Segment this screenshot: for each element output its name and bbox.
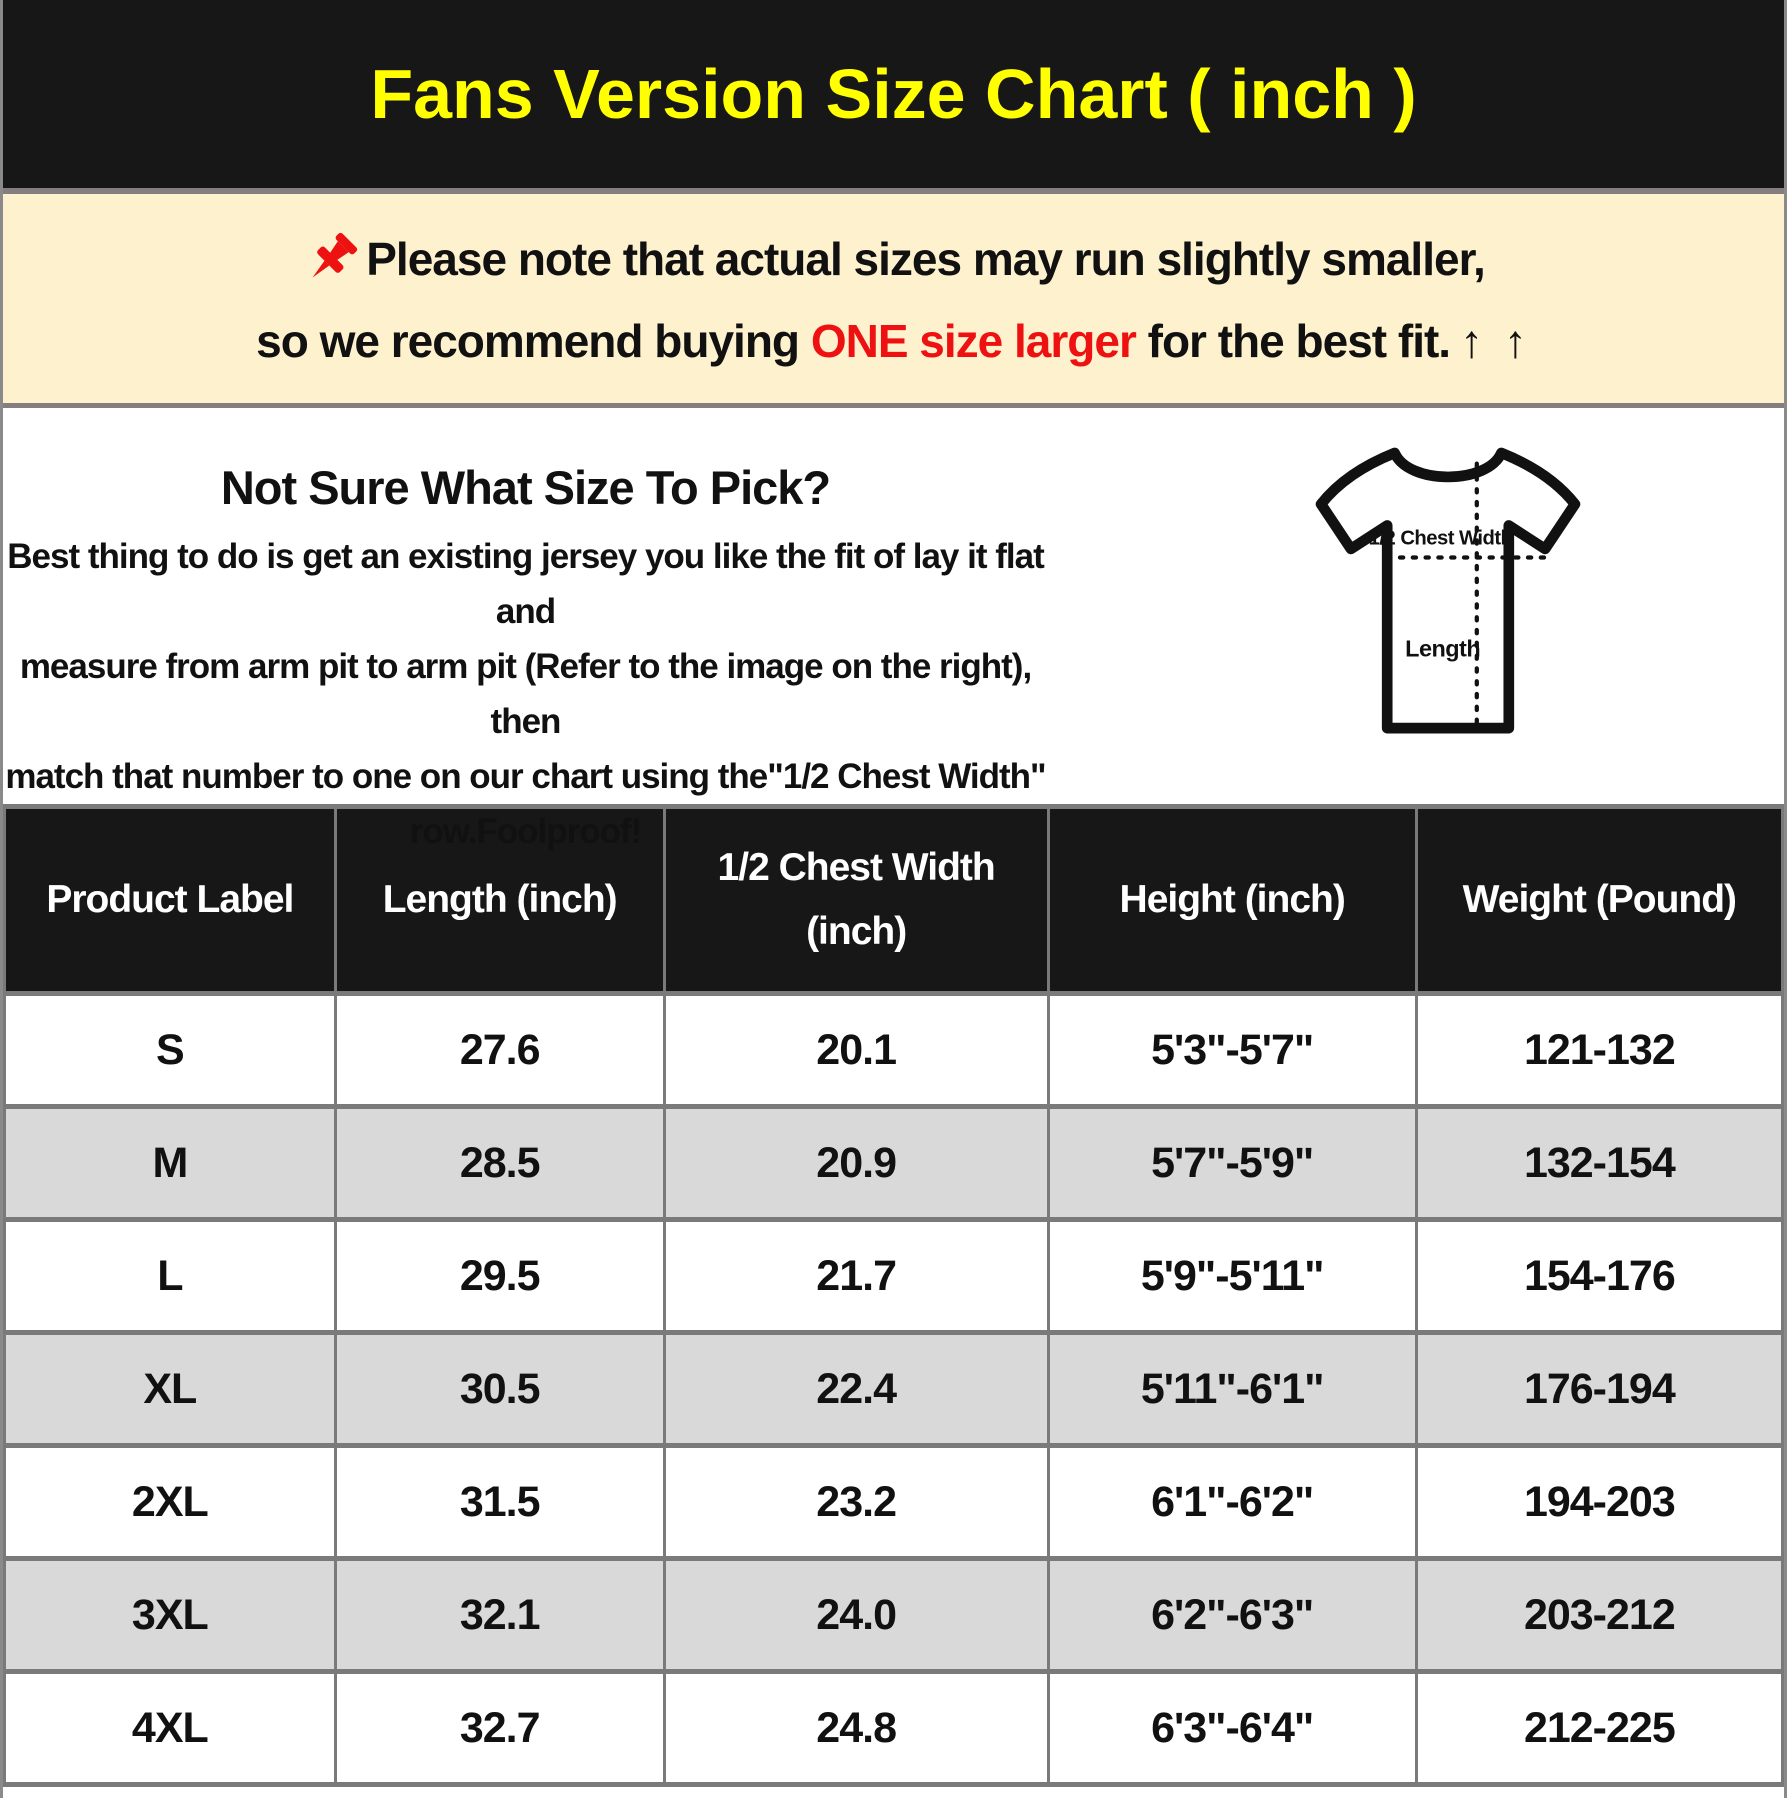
sizing-guide-section: Not Sure What Size To Pick? Best thing t…: [3, 408, 1784, 851]
product-label-cell: S: [3, 991, 337, 1109]
weight-cell: 154-176: [1414, 1217, 1784, 1335]
product-label-cell: L: [3, 1217, 337, 1335]
chest-width-cell: 24.0: [662, 1556, 1050, 1674]
height-cell: 6'1"-6'2": [1046, 1443, 1418, 1561]
guide-text-block: Not Sure What Size To Pick? Best thing t…: [3, 408, 1048, 859]
height-cell: 5'11"-6'1": [1046, 1330, 1418, 1448]
tshirt-measurement-diagram: 1/2 Chest Width Length: [1315, 447, 1581, 734]
height-cell: 6'3"-6'4": [1046, 1669, 1418, 1787]
weight-cell: 176-194: [1414, 1330, 1784, 1448]
weight-cell: 121-132: [1414, 991, 1784, 1109]
column-header-chest-width: 1/2 Chest Width (inch): [662, 804, 1050, 996]
column-header-product-label: Product Label: [3, 804, 337, 996]
chest-width-cell: 24.8: [662, 1669, 1050, 1787]
one-size-larger-highlight: ONE size larger: [810, 314, 1137, 367]
table-row-3xl: 3XL 32.1 24.0 6'2"-6'3" 203-212: [3, 1556, 1784, 1674]
weight-cell: 194-203: [1414, 1443, 1784, 1561]
column-header-length: Length (inch): [333, 804, 666, 996]
title-bar: Fans Version Size Chart ( inch ): [3, 0, 1784, 194]
column-header-weight: Weight (Pound): [1414, 804, 1784, 996]
length-cell: 31.5: [333, 1443, 666, 1561]
notice-line-1: Please note that actual sizes may run sl…: [302, 230, 1486, 288]
length-cell: 32.1: [333, 1556, 666, 1674]
notice-line-2: so we recommend buying ONE size larger f…: [256, 314, 1531, 368]
notice-banner: Please note that actual sizes may run sl…: [3, 194, 1784, 408]
table-row-4xl: 4XL 32.7 24.8 6'3"-6'4" 212-225: [3, 1669, 1784, 1787]
product-label-cell: 2XL: [3, 1443, 337, 1561]
chest-width-cell: 20.1: [662, 991, 1050, 1109]
height-cell: 5'3"-5'7": [1046, 991, 1418, 1109]
guide-line-2: measure from arm pit to arm pit (Refer t…: [19, 647, 1032, 741]
chest-width-label: 1/2 Chest Width: [1369, 528, 1513, 550]
height-cell: 5'9"-5'11": [1046, 1217, 1418, 1335]
table-row-l: L 29.5 21.7 5'9"-5'11" 154-176: [3, 1217, 1784, 1335]
notice-text-2b: for the best fit.: [1135, 314, 1451, 367]
length-cell: 29.5: [333, 1217, 666, 1335]
product-label-cell: 3XL: [3, 1556, 337, 1674]
product-label-cell: 4XL: [3, 1669, 337, 1787]
up-arrows-icon: ↑ ↑: [1460, 314, 1531, 367]
page-title: Fans Version Size Chart ( inch ): [370, 55, 1417, 133]
length-cell: 27.6: [333, 991, 666, 1109]
notice-text-1: Please note that actual sizes may run sl…: [366, 232, 1485, 285]
column-header-height: Height (inch): [1046, 804, 1418, 996]
table-row-2xl: 2XL 31.5 23.2 6'1"-6'2" 194-203: [3, 1443, 1784, 1561]
guide-line-3: match that number to one on our chart us…: [5, 757, 1046, 796]
table-row-xl: XL 30.5 22.4 5'11"-6'1" 176-194: [3, 1330, 1784, 1448]
length-label: Length: [1405, 636, 1480, 662]
chest-width-cell: 21.7: [662, 1217, 1050, 1335]
chest-width-cell: 20.9: [662, 1104, 1050, 1222]
weight-cell: 212-225: [1414, 1669, 1784, 1787]
size-chart-table: Product Label Length (inch) 1/2 Chest Wi…: [3, 804, 1784, 1787]
pushpin-icon: [312, 232, 358, 277]
table-row-s: S 27.6 20.1 5'3"-5'7" 121-132: [3, 991, 1784, 1109]
table-header-row: Product Label Length (inch) 1/2 Chest Wi…: [3, 804, 1784, 996]
guide-line-1: Best thing to do is get an existing jers…: [7, 537, 1044, 631]
height-cell: 5'7"-5'9": [1046, 1104, 1418, 1222]
chest-width-cell: 22.4: [662, 1330, 1050, 1448]
length-cell: 32.7: [333, 1669, 666, 1787]
chest-width-cell: 23.2: [662, 1443, 1050, 1561]
table-row-m: M 28.5 20.9 5'7"-5'9" 132-154: [3, 1104, 1784, 1222]
tshirt-outline: [1315, 447, 1581, 734]
product-label-cell: XL: [3, 1330, 337, 1448]
guide-heading: Not Sure What Size To Pick?: [220, 461, 831, 514]
product-label-cell: M: [3, 1104, 337, 1222]
height-cell: 6'2"-6'3": [1046, 1556, 1418, 1674]
weight-cell: 203-212: [1414, 1556, 1784, 1674]
length-cell: 30.5: [333, 1330, 666, 1448]
weight-cell: 132-154: [1414, 1104, 1784, 1222]
length-cell: 28.5: [333, 1104, 666, 1222]
guide-line-4: row.Foolproof!: [409, 812, 643, 851]
notice-text-2a: so we recommend buying: [256, 314, 811, 367]
